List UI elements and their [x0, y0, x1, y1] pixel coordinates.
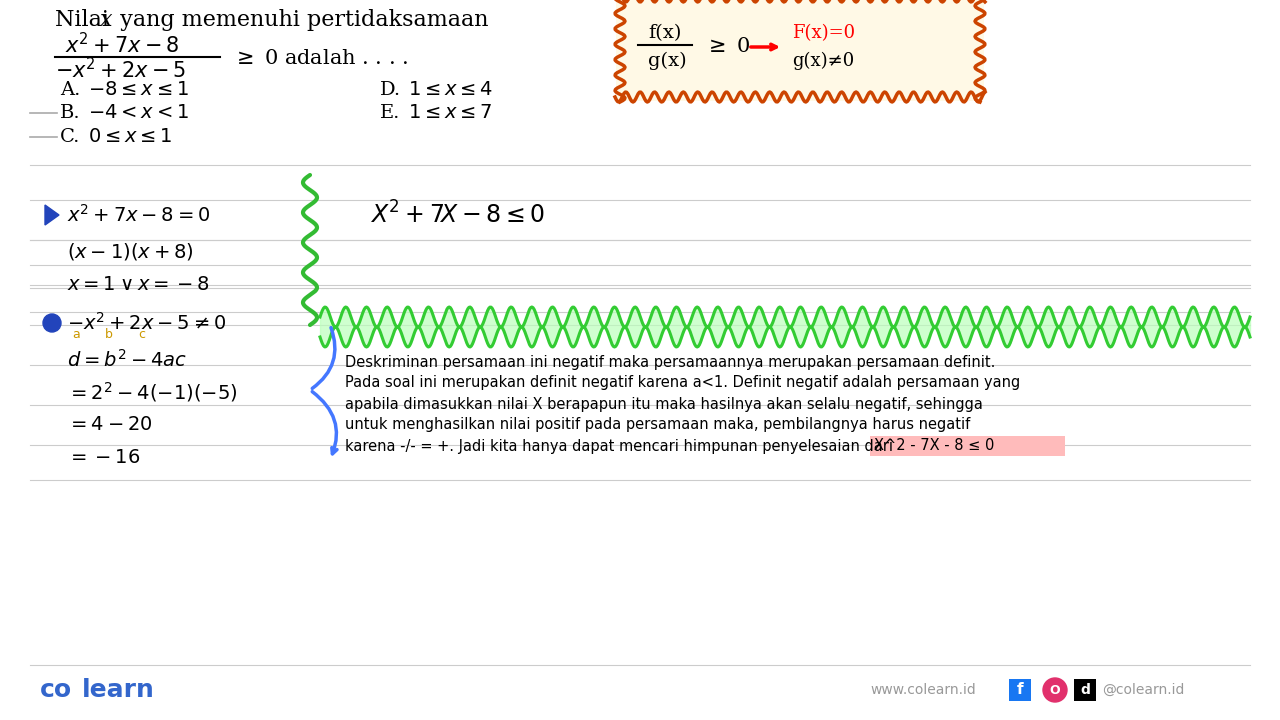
Text: Pada soal ini merupakan definit negatif karena a<1. Definit negatif adalah persa: Pada soal ini merupakan definit negatif …: [346, 376, 1020, 390]
Text: g(x): g(x): [648, 52, 686, 70]
Text: A.: A.: [60, 81, 81, 99]
Text: E.: E.: [380, 104, 401, 122]
Polygon shape: [45, 205, 59, 225]
Text: b: b: [105, 328, 113, 341]
Text: www.colearn.id: www.colearn.id: [870, 683, 975, 697]
Text: f: f: [1016, 683, 1023, 698]
Text: learn: learn: [82, 678, 155, 702]
Text: Deskriminan persamaan ini negatif maka persamaannya merupakan persamaan definit.: Deskriminan persamaan ini negatif maka p…: [346, 354, 996, 369]
Text: $1 \leq x \leq 7$: $1 \leq x \leq 7$: [408, 104, 493, 122]
Text: D.: D.: [380, 81, 401, 99]
Text: $= -16$: $= -16$: [67, 449, 141, 467]
Text: $-4 < x < 1$: $-4 < x < 1$: [88, 104, 188, 122]
Text: f(x): f(x): [648, 24, 681, 42]
Text: $-x^2 + 2x - 5$: $-x^2 + 2x - 5$: [55, 58, 186, 83]
Text: g(x)≠0: g(x)≠0: [792, 52, 854, 70]
Text: F(x)=0: F(x)=0: [792, 24, 855, 42]
Text: $x^2+7x-8 = 0$: $x^2+7x-8 = 0$: [67, 204, 210, 226]
Text: C.: C.: [60, 128, 81, 146]
Text: yang memenuhi pertidaksamaan: yang memenuhi pertidaksamaan: [113, 9, 489, 31]
Text: $x = 1 \vee x = -8$: $x = 1 \vee x = -8$: [67, 276, 210, 294]
Text: $-x^2+2x-5 \neq 0$: $-x^2+2x-5 \neq 0$: [67, 312, 227, 334]
Text: karena -/- = +. Jadi kita hanya dapat mencari himpunan penyelesaian dari: karena -/- = +. Jadi kita hanya dapat me…: [346, 438, 897, 454]
Text: @colearn.id: @colearn.id: [1102, 683, 1184, 697]
Text: $= 4 - 20$: $= 4 - 20$: [67, 416, 152, 434]
Text: untuk menghasilkan nilai positif pada persamaan maka, pembilangnya harus negatif: untuk menghasilkan nilai positif pada pe…: [346, 418, 970, 433]
Text: $d= b^2 - 4ac$: $d= b^2 - 4ac$: [67, 349, 187, 371]
Text: d: d: [1080, 683, 1091, 697]
Text: co: co: [40, 678, 72, 702]
FancyBboxPatch shape: [870, 436, 1065, 456]
FancyBboxPatch shape: [616, 0, 984, 101]
Text: X^2 - 7X - 8 ≤ 0: X^2 - 7X - 8 ≤ 0: [874, 438, 995, 454]
Text: O: O: [1050, 683, 1060, 696]
FancyBboxPatch shape: [1009, 679, 1030, 701]
Text: a: a: [72, 328, 79, 341]
Text: $X^2 + 7X - 8 \leq 0$: $X^2 + 7X - 8 \leq 0$: [370, 202, 545, 229]
Text: $-8 \leq x \leq 1$: $-8 \leq x \leq 1$: [88, 81, 188, 99]
Text: B.: B.: [60, 104, 81, 122]
Text: $\geq$ 0 adalah . . . .: $\geq$ 0 adalah . . . .: [232, 48, 408, 68]
Text: $x^2 + 7x - 8$: $x^2 + 7x - 8$: [65, 32, 179, 58]
Text: x: x: [100, 9, 113, 31]
FancyBboxPatch shape: [1074, 679, 1096, 701]
Text: $\geq$ 0: $\geq$ 0: [704, 37, 750, 56]
Text: apabila dimasukkan nilai X berapapun itu maka hasilnya akan selalu negatif, sehi: apabila dimasukkan nilai X berapapun itu…: [346, 397, 983, 412]
Text: $0 \leq x \leq 1$: $0 \leq x \leq 1$: [88, 128, 173, 146]
Text: $(x - 1)(x+8)$: $(x - 1)(x+8)$: [67, 241, 193, 263]
Text: $1 \leq x \leq 4$: $1 \leq x \leq 4$: [408, 81, 493, 99]
Circle shape: [44, 314, 61, 332]
Text: c: c: [138, 328, 145, 341]
Text: $= 2^2 - 4(-1)(-5)$: $= 2^2 - 4(-1)(-5)$: [67, 380, 237, 404]
Circle shape: [1043, 678, 1068, 702]
Text: Nilai: Nilai: [55, 9, 116, 31]
